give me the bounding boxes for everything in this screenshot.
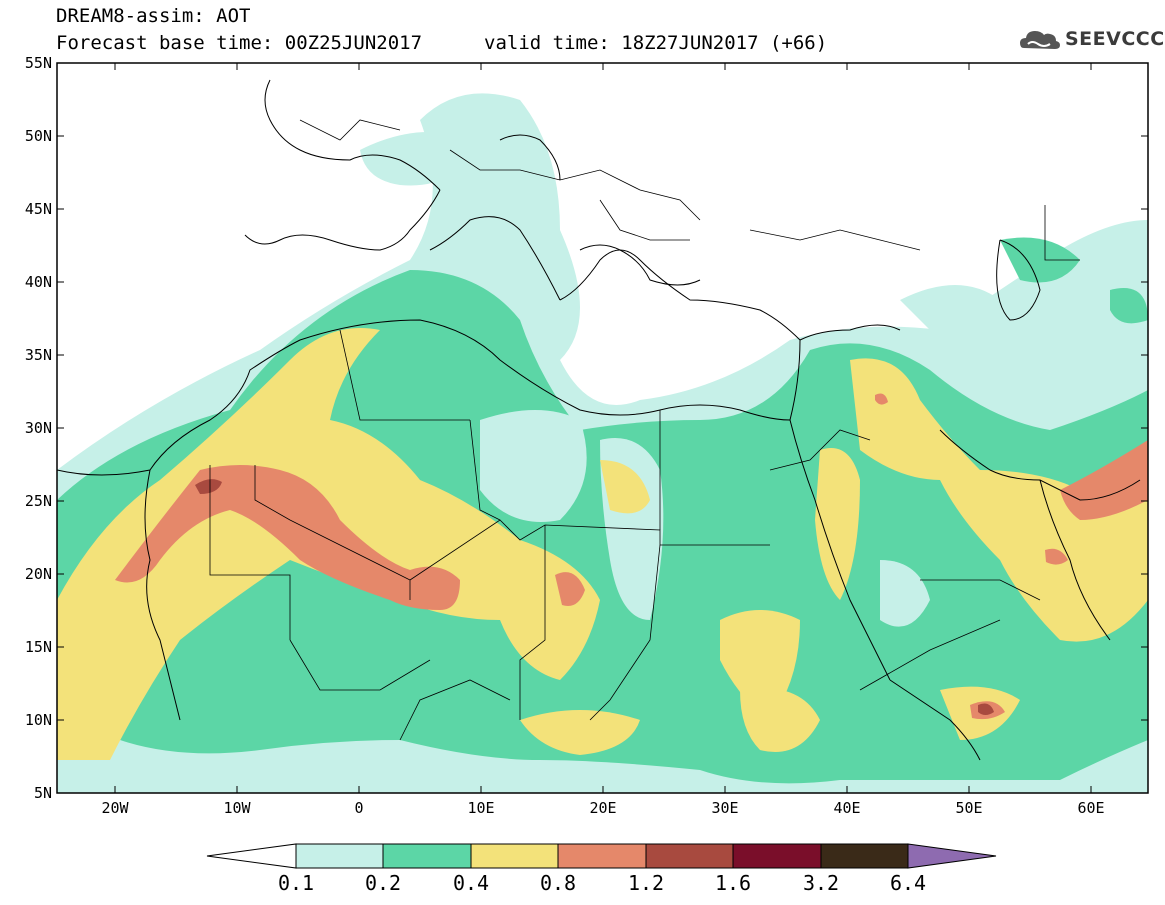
lat-label: 30N xyxy=(25,419,52,437)
colorbar-min-arrow xyxy=(206,843,297,869)
lon-label: 30E xyxy=(711,799,738,817)
valid-time-label: valid time: 18Z27JUN2017 (+66) xyxy=(484,32,828,54)
colorbar-label: 1.6 xyxy=(715,871,751,895)
colorbar-box xyxy=(645,843,734,869)
colorbar-label: 3.2 xyxy=(803,871,839,895)
lon-label: 10E xyxy=(467,799,494,817)
lon-label: 20W xyxy=(101,799,129,817)
colorbar-label: 0.4 xyxy=(453,871,489,895)
map-frame xyxy=(56,62,1149,794)
aot-field-1.2 xyxy=(195,479,994,715)
map-title: DREAM8-assim: AOT xyxy=(56,5,251,27)
lat-label: 20N xyxy=(25,565,52,583)
cloud-logo-icon xyxy=(1020,31,1060,49)
lon-label: 60E xyxy=(1077,799,1104,817)
lon-label: 0 xyxy=(354,799,363,817)
lat-label: 15N xyxy=(25,638,52,656)
lon-label: 40E xyxy=(833,799,860,817)
colorbar-box xyxy=(295,843,384,869)
lat-label: 25N xyxy=(25,492,52,510)
frame-ticks xyxy=(57,63,1148,793)
colorbar-labels: 0.1 0.2 0.4 0.8 1.2 1.6 3.2 6.4 xyxy=(278,871,926,895)
lat-label: 45N xyxy=(25,200,52,218)
country-borders xyxy=(209,119,1080,741)
colorbar-box xyxy=(382,843,472,869)
colorbar-label: 0.2 xyxy=(365,871,401,895)
colorbar-box xyxy=(732,843,822,869)
lon-label: 20E xyxy=(589,799,616,817)
lat-label: 40N xyxy=(25,273,52,291)
lon-label: 10W xyxy=(223,799,251,817)
colorbar-label: 0.8 xyxy=(540,871,576,895)
lat-label: 5N xyxy=(34,784,52,802)
base-time-label: Forecast base time: 00Z25JUN2017 xyxy=(56,32,423,54)
logo-text: SEEVCCC xyxy=(1065,28,1165,50)
lat-label: 10N xyxy=(25,711,52,729)
lon-label: 50E xyxy=(955,799,982,817)
lat-label: 35N xyxy=(25,346,52,364)
lat-label: 50N xyxy=(25,127,52,145)
lat-label: 55N xyxy=(25,54,52,72)
colorbar-label: 0.1 xyxy=(278,871,314,895)
colorbar-max-arrow xyxy=(907,843,997,869)
colorbar xyxy=(206,843,997,869)
lon-labels: 20W 10W 0 10E 20E 30E 40E 50E 60E xyxy=(101,799,1104,817)
colorbar-box xyxy=(820,843,909,869)
colorbar-label: 1.2 xyxy=(628,871,664,895)
colorbar-label: 6.4 xyxy=(890,871,926,895)
colorbar-box xyxy=(470,843,559,869)
colorbar-box xyxy=(557,843,647,869)
coastlines xyxy=(56,79,1141,761)
lat-labels: 55N 50N 45N 40N 35N 30N 25N 20N 15N 10N … xyxy=(25,54,52,802)
